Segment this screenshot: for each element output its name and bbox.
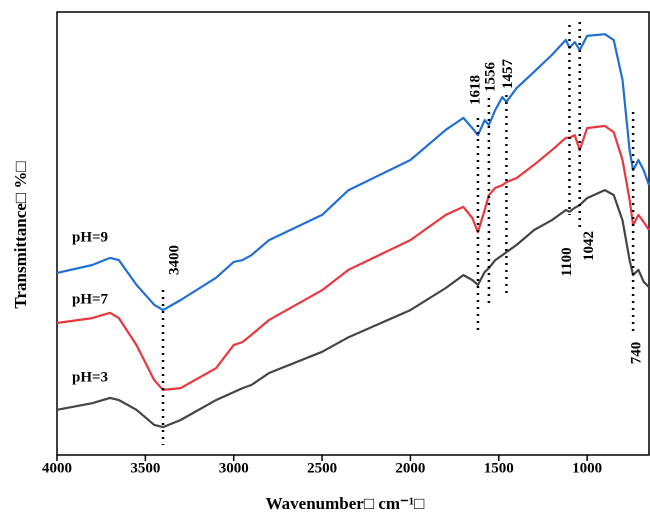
x-tick-label: 1500 xyxy=(484,460,514,476)
peak-label: 1618 xyxy=(467,75,483,105)
peak-label: 1457 xyxy=(500,59,516,90)
x-tick-label: 2000 xyxy=(395,460,425,476)
spectrum-line xyxy=(56,33,650,312)
peak-label: 1100 xyxy=(559,247,575,276)
x-tick-label: 2500 xyxy=(307,460,337,476)
y-axis-label: Transmittance□ %□ xyxy=(11,161,30,308)
series-label: pH=3 xyxy=(72,369,108,385)
x-axis-label: Wavenumber□ cm⁻¹□ xyxy=(266,494,425,513)
peak-label: 3400 xyxy=(166,245,182,275)
x-tick-label: 3500 xyxy=(130,460,160,476)
peak-label: 1556 xyxy=(482,61,498,92)
series-label: pH=7 xyxy=(72,291,109,307)
spectrum-line xyxy=(56,189,650,429)
spectrum-line xyxy=(56,124,650,391)
peak-label: 1042 xyxy=(581,231,597,261)
peak-label: 740 xyxy=(629,342,645,365)
x-tick-label: 3000 xyxy=(219,460,249,476)
x-tick-label: 1000 xyxy=(572,460,602,476)
x-tick-label: 4000 xyxy=(42,460,72,476)
plot-frame xyxy=(56,11,650,456)
series-label: pH=9 xyxy=(72,229,108,245)
